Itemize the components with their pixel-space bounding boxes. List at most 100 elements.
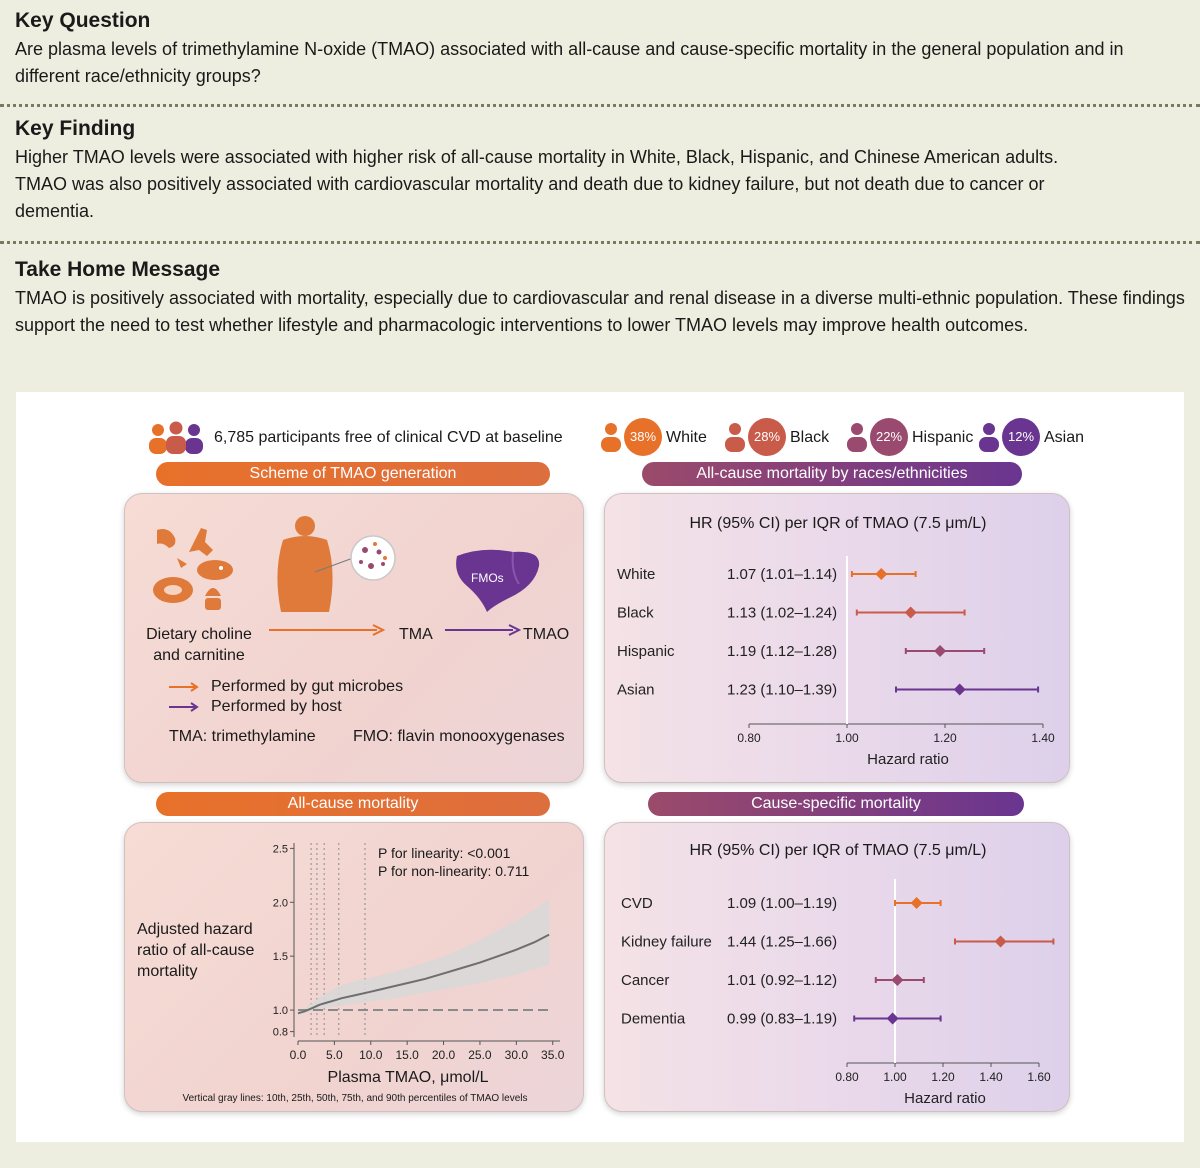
row-ci-text: 1.13 (1.02–1.24) <box>727 605 837 622</box>
race-forest-box: HR (95% CI) per IQR of TMAO (7.5 μm/L) 0… <box>604 493 1070 783</box>
row-ci-text: 1.09 (1.00–1.19) <box>727 895 837 912</box>
allcause-ylabel: Adjusted hazard ratio of all-cause morta… <box>137 921 255 980</box>
race-label: White <box>666 429 707 446</box>
x-tick-label: 1.20 <box>931 1070 955 1084</box>
row-ci-text: 1.44 (1.25–1.66) <box>727 934 837 951</box>
dietary-label: Dietary choline and carnitine <box>146 626 252 664</box>
y-tick-label: 2.5 <box>273 843 288 855</box>
row-label: Cancer <box>621 972 669 989</box>
x-axis-label: Hazard ratio <box>867 751 949 768</box>
key-finding-text: Higher TMAO levels were associated with … <box>15 147 1059 221</box>
row-ci-text: 1.23 (1.10–1.39) <box>727 682 837 699</box>
x-tick-label: 35.0 <box>541 1048 565 1062</box>
key-question-section: Key Question Are plasma levels of trimet… <box>15 8 1190 90</box>
abbr-fmo-value: : flavin monooxygenases <box>388 728 565 745</box>
x-tick-label: 1.20 <box>933 731 957 745</box>
confidence-band <box>298 899 550 1016</box>
abbr-fmo-key: FMO <box>353 728 389 745</box>
row-ci-text: 1.07 (1.01–1.14) <box>727 566 837 583</box>
y-tick-label: 2.0 <box>273 897 288 909</box>
allcause-footnote: Vertical gray lines: 10th, 25th, 50th, 7… <box>182 1093 528 1104</box>
scheme-box: Dietary choline and carnitine FMOs TMA <box>124 493 584 783</box>
abbr-tma: TMA: trimethylamine <box>169 727 316 747</box>
take-home-heading: Take Home Message <box>15 258 221 281</box>
row-label: Dementia <box>621 1011 686 1028</box>
tma-label: TMA <box>399 626 433 643</box>
hr-point <box>904 606 917 619</box>
x-tick-label: 1.40 <box>979 1070 1003 1084</box>
row-ci-text: 0.99 (0.83–1.19) <box>727 1011 837 1028</box>
x-tick-label: 20.0 <box>432 1048 456 1062</box>
hr-point <box>934 645 947 657</box>
arrow-host <box>445 624 521 636</box>
hazard-curve <box>297 933 550 1015</box>
hr-point <box>891 974 904 986</box>
key-question-heading: Key Question <box>15 9 151 32</box>
allcause-spline-chart: 0.8 1.0 1.5 2.0 2.5 0.0 5.0 10.0 15.0 20.0 25.0 30.… <box>273 843 565 1062</box>
hr-point <box>875 568 888 580</box>
key-finding-section: Key Finding Higher TMAO levels were asso… <box>15 116 1190 225</box>
row-label: Asian <box>617 682 655 699</box>
participants-text: 6,785 participants free of clinical CVD … <box>214 429 563 446</box>
x-tick-label: 0.80 <box>737 731 761 745</box>
x-tick-label: 0.0 <box>290 1048 307 1062</box>
fmos-label: FMOs <box>471 571 504 585</box>
row-label: CVD <box>621 895 653 912</box>
race-label: Hispanic <box>912 429 974 446</box>
p-nonlinearity: P for non-linearity: 0.711 <box>378 863 530 879</box>
allcause-box: Adjusted hazard ratio of all-cause morta… <box>124 822 584 1112</box>
row-label: White <box>617 566 655 583</box>
y-tick-label: 1.0 <box>273 1005 288 1017</box>
legend-gut-label: Performed by gut microbes <box>211 678 404 695</box>
abbr-tma-key: TMA <box>169 728 203 745</box>
divider <box>0 241 1200 244</box>
people-group-icon <box>149 421 203 454</box>
x-axis-label: Hazard ratio <box>904 1090 986 1107</box>
cause-forest-box: HR (95% CI) per IQR of TMAO (7.5 μm/L) 0… <box>604 822 1070 1112</box>
allcause-title-pill: All-cause mortality <box>156 792 550 816</box>
x-tick-label: 25.0 <box>468 1048 492 1062</box>
p-linearity: P for linearity: <0.001 <box>378 845 511 861</box>
x-tick-label: 1.40 <box>1031 731 1055 745</box>
allcause-xlabel: Plasma TMAO, μmol/L <box>327 1069 489 1086</box>
person-icon <box>979 423 999 452</box>
hr-point <box>953 683 966 696</box>
person-icon <box>847 423 867 452</box>
abbr-tma-value: : trimethylamine <box>202 728 316 745</box>
legend-arrow-orange-icon <box>169 682 199 692</box>
scheme-title-pill: Scheme of TMAO generation <box>156 462 550 486</box>
x-tick-label: 1.00 <box>883 1070 907 1084</box>
person-icon <box>725 423 745 452</box>
divider <box>0 104 1200 107</box>
race-forest-subtitle: HR (95% CI) per IQR of TMAO (7.5 μm/L) <box>689 515 987 532</box>
food-icon <box>153 528 233 610</box>
cause-title-pill: Cause-specific mortality <box>648 792 1024 816</box>
row-label: Kidney failure <box>621 934 712 951</box>
key-finding-heading: Key Finding <box>15 117 136 140</box>
central-illustration: 6,785 participants free of clinical CVD … <box>16 392 1184 1142</box>
person-icon <box>601 423 621 452</box>
row-ci-text: 1.01 (0.92–1.12) <box>727 972 837 989</box>
x-tick-label: 15.0 <box>395 1048 419 1062</box>
race-pct-badge: 38% <box>624 418 662 456</box>
legend-host-label: Performed by host <box>211 698 342 715</box>
race-label: Asian <box>1044 429 1085 446</box>
x-tick-label: 30.0 <box>505 1048 529 1062</box>
take-home-section: Take Home Message TMAO is positively ass… <box>15 257 1190 339</box>
x-tick-label: 0.80 <box>835 1070 859 1084</box>
x-tick-label: 5.0 <box>326 1048 343 1062</box>
arrow-gut <box>269 624 385 636</box>
row-label: Black <box>617 605 654 622</box>
cause-forest-subtitle: HR (95% CI) per IQR of TMAO (7.5 μm/L) <box>689 842 987 859</box>
x-tick-label: 1.60 <box>1027 1070 1051 1084</box>
x-tick-label: 1.00 <box>835 731 859 745</box>
hr-point <box>910 897 923 909</box>
race-label: Black <box>790 429 830 446</box>
hr-point <box>994 935 1007 948</box>
liver-icon <box>456 549 540 612</box>
race-title-pill: All-cause mortality by races/ethnicities <box>642 462 1022 486</box>
take-home-text: TMAO is positively associated with morta… <box>15 288 1185 335</box>
race-forest-chart: 0.80 1.00 1.20 1.40 Hazard ratio White 1.07 (1… <box>617 556 1055 768</box>
x-tick-label: 10.0 <box>359 1048 383 1062</box>
y-tick-label: 1.5 <box>273 951 288 963</box>
